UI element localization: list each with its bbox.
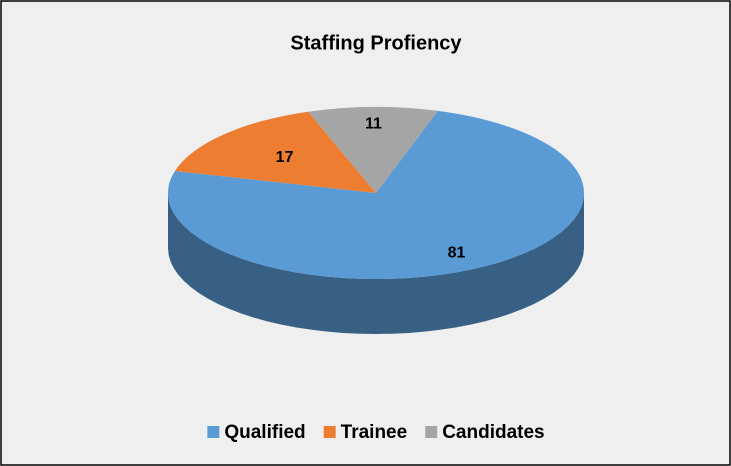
slice (167, 110, 584, 280)
data-label: 81 (448, 244, 466, 261)
legend-swatch (425, 426, 438, 438)
legend-label: Trainee (341, 422, 408, 443)
data-label: 11 (365, 115, 382, 132)
legend-swatch (207, 426, 220, 438)
slice (174, 111, 376, 193)
slice-side (168, 193, 584, 334)
legend-swatch (323, 426, 336, 438)
legend-label: Candidates (442, 422, 544, 443)
chart-title: Staffing Profiency (290, 32, 462, 54)
data-label: 17 (276, 149, 294, 166)
slice (308, 106, 438, 193)
legend-label: Qualified (224, 422, 305, 443)
